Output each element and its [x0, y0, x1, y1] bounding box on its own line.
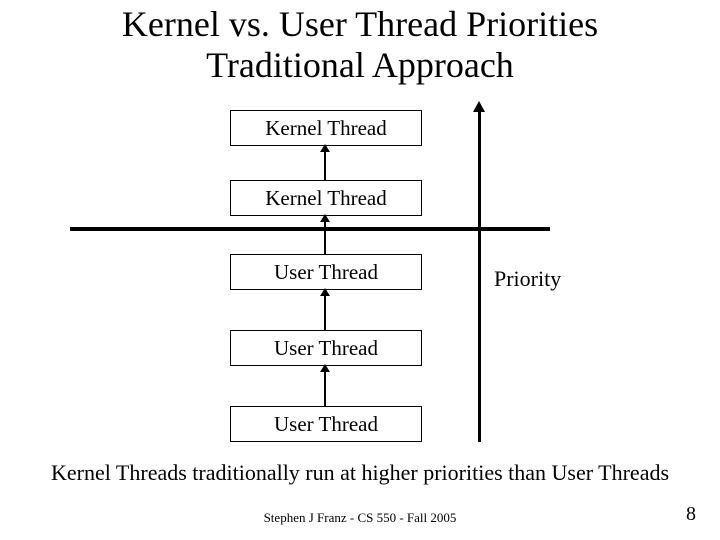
caption-text: Kernel Threads traditionally run at high…: [0, 460, 720, 486]
slide: Kernel vs. User Thread Priorities Tradit…: [0, 0, 720, 540]
priority-label: Priority: [494, 266, 561, 292]
up-arrow-icon: [324, 370, 326, 406]
slide-title: Kernel vs. User Thread Priorities Tradit…: [0, 0, 720, 87]
title-line-2: Traditional Approach: [206, 45, 514, 85]
up-arrow-icon: [324, 220, 326, 254]
thread-box-kernel-2: Kernel Thread: [230, 180, 422, 216]
thread-box-user-1: User Thread: [230, 254, 422, 290]
footer-text: Stephen J Franz - CS 550 - Fall 2005: [0, 510, 720, 526]
thread-box-user-2: User Thread: [230, 330, 422, 366]
page-number: 8: [686, 503, 696, 526]
up-arrow-icon: [324, 294, 326, 330]
priority-diagram: Kernel Thread Kernel Thread User Thread …: [200, 104, 560, 444]
priority-arrow-icon: [478, 110, 481, 442]
title-line-1: Kernel vs. User Thread Priorities: [122, 4, 598, 44]
up-arrow-icon: [324, 150, 326, 180]
thread-box-kernel-1: Kernel Thread: [230, 110, 422, 146]
thread-box-user-3: User Thread: [230, 406, 422, 442]
